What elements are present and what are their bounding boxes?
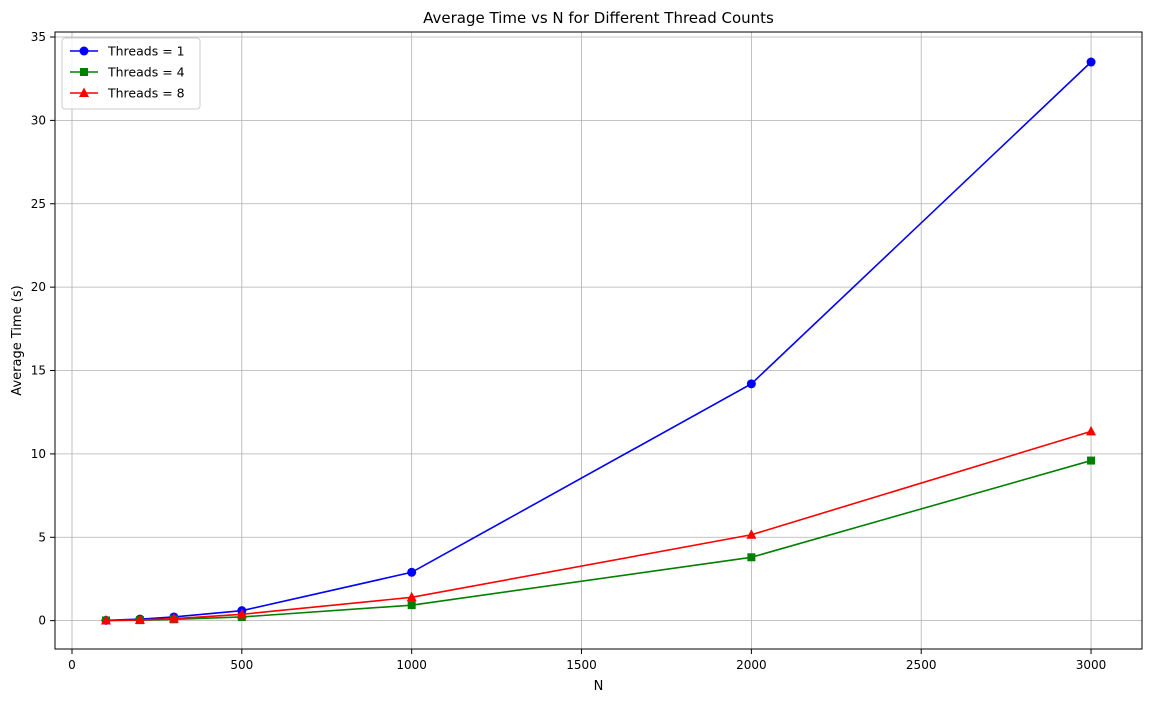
legend-label: Threads = 4 [107, 65, 185, 80]
series-group [100, 57, 1097, 625]
axis-ticks: 0 500 1000 1500 2000 2500 3000 0 5 10 15 20 25 30 35 [31, 30, 1107, 672]
grid [55, 32, 1142, 649]
series-threads-1 [101, 57, 1096, 625]
data-point [134, 614, 145, 624]
data-point [236, 608, 247, 619]
data-point [407, 567, 417, 577]
data-point [747, 553, 756, 562]
x-tick-label: 2000 [736, 658, 767, 672]
series-line [105, 459, 1092, 622]
y-axis-label: Average Time (s) [10, 285, 25, 395]
legend-label: Threads = 1 [107, 44, 185, 59]
y-tick-label: 20 [31, 280, 46, 294]
chart-title: Average Time vs N for Different Thread C… [423, 9, 774, 27]
y-tick-label: 25 [31, 197, 46, 211]
x-tick-label: 3000 [1076, 658, 1107, 672]
plot-area [54, 31, 1143, 650]
series-threads-8 [100, 425, 1097, 625]
legend-box [61, 37, 201, 110]
legend-marker [79, 46, 89, 56]
x-tick-label: 500 [230, 658, 253, 672]
y-tick-label: 0 [38, 614, 46, 628]
data-point [1087, 456, 1096, 465]
y-tick-label: 35 [31, 30, 46, 44]
data-point [1086, 57, 1096, 67]
data-point [100, 614, 111, 625]
series-threads-4 [101, 456, 1096, 625]
x-tick-label: 1500 [566, 658, 597, 672]
data-point [746, 529, 757, 539]
y-tick-label: 10 [31, 447, 46, 461]
y-tick-label: 30 [31, 113, 46, 127]
series-line [105, 61, 1092, 622]
data-point [1086, 425, 1097, 436]
legend: Threads = 1 Threads = 4 Threads = 8 [61, 37, 201, 110]
series-line [105, 430, 1092, 622]
legend-item: Threads = 4 [70, 65, 185, 80]
x-tick-label: 2500 [906, 658, 937, 672]
legend-marker [80, 68, 88, 76]
y-tick-label: 5 [38, 530, 46, 544]
legend-label: Threads = 8 [107, 86, 185, 101]
data-point [746, 379, 756, 389]
x-axis-label: N [594, 679, 604, 694]
y-tick-label: 15 [31, 364, 46, 378]
legend-marker [79, 87, 89, 97]
data-point [407, 601, 416, 610]
legend-item: Threads = 1 [70, 44, 185, 59]
data-point [406, 591, 417, 602]
x-tick-label: 1000 [396, 658, 427, 672]
data-point [168, 613, 179, 623]
x-tick-label: 0 [68, 658, 76, 672]
legend-item: Threads = 8 [70, 86, 185, 101]
